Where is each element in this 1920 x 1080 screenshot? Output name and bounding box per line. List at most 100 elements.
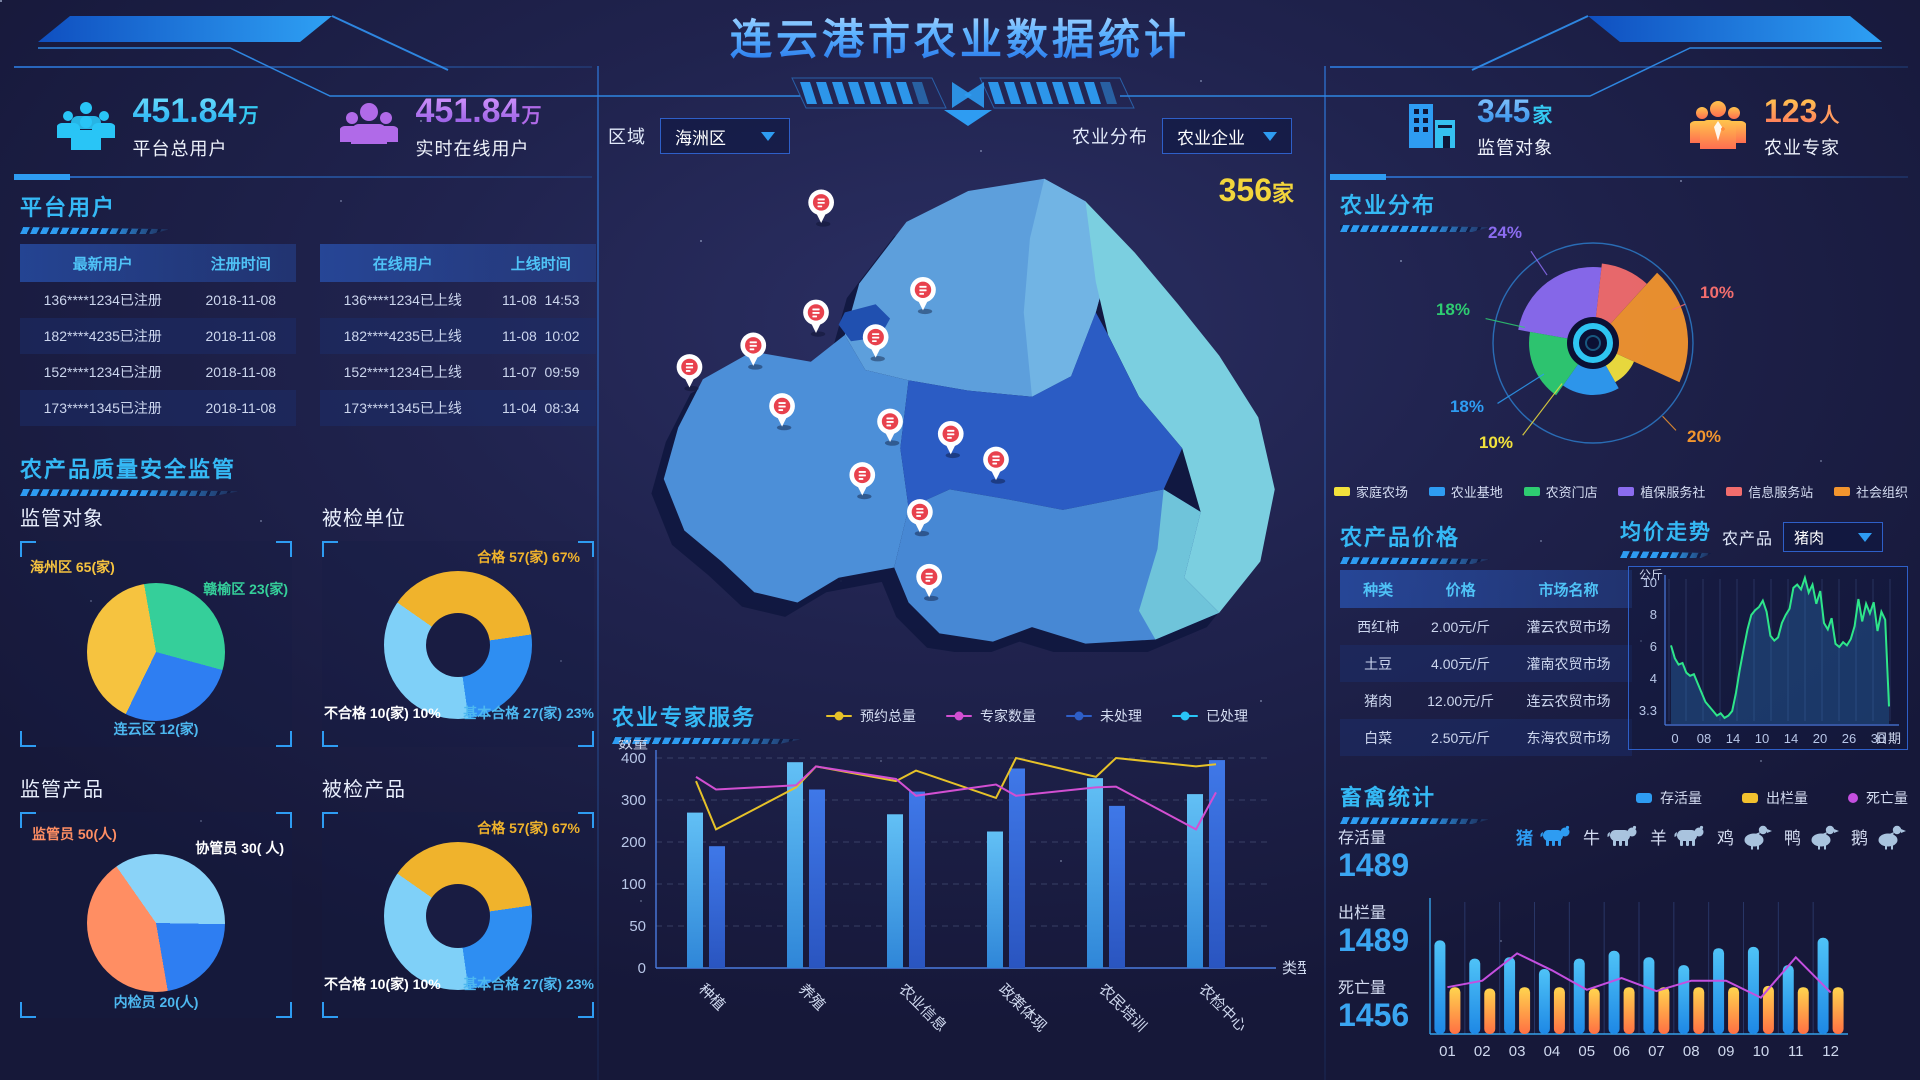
legend-item[interactable]: 死亡量 [1848,788,1908,808]
region-select[interactable]: 海洲区 [660,118,790,154]
svg-text:公斤: 公斤 [1639,568,1663,582]
quadruped-icon [1671,822,1707,850]
table-cell: 152****1234已注册 [43,364,162,380]
map-pin[interactable] [740,332,767,370]
rose-percent-label: 24% [1488,223,1522,242]
rose-slice [1563,343,1619,396]
pie-chart-box: 监管员 50(人) 协管员 30( 人) 内检员 20(人) [20,812,292,1018]
bar [1009,768,1025,968]
map-pin[interactable] [983,446,1009,484]
map-pin[interactable] [907,499,933,537]
bar [1484,988,1496,1034]
product-select-value: 猪肉 [1794,529,1825,547]
svg-text:4: 4 [1650,671,1657,686]
animal-label: 牛 [1583,828,1600,848]
map-pin[interactable] [769,393,795,431]
map-pin[interactable] [910,276,936,315]
stat-label: 实时在线用户 [415,138,530,159]
map-pin[interactable] [862,324,889,362]
pie-label: 协管员 30( 人) [195,840,284,856]
animal-tab-猪[interactable]: 猪 [1516,822,1573,850]
city-map[interactable]: 356家 [600,158,1320,688]
svg-text:10: 10 [1753,1043,1770,1060]
legend-label: 农资门店 [1545,485,1598,500]
legend-item[interactable]: 预约总量 [826,706,916,726]
stat-unit: 家 [1532,104,1553,127]
legend-item[interactable]: 社会组织 [1833,482,1908,501]
table-cell: 2018-11-08 [205,292,277,308]
legend-item[interactable]: 信息服务站 [1726,482,1813,501]
table-cell: 西红柿 [1357,618,1400,635]
animal-tab-牛[interactable]: 牛 [1583,822,1640,850]
pie-label: 监管员 50(人) [32,826,117,842]
bar [909,791,925,968]
map-pin[interactable] [676,354,703,392]
online-users-icon [339,103,398,144]
chart-inspected-products: 被检产品 合格 57(家) 67% 不合格 10(家) 10% 基本合格 27(… [322,773,594,1018]
animal-tab-羊[interactable]: 羊 [1650,822,1707,850]
map-pin[interactable] [803,299,829,337]
legend-marker [1848,793,1858,803]
legend-item[interactable]: 专家数量 [946,706,1036,726]
legend-item[interactable]: 植保服务社 [1618,482,1705,501]
stat-unit: 万 [238,104,259,127]
table-header: 在线用户 上线时间 [320,244,596,282]
header-decoration [38,15,1882,126]
table-cell: 136****1234已注册 [43,292,162,308]
legend-item[interactable]: 未处理 [1066,706,1142,726]
bar [709,846,725,968]
table-cell: 2.50元/斤 [1431,729,1491,746]
pie-label: 内检员 20(人) [113,994,199,1010]
table-row: 136****1234已注册 2018-11-08 [20,282,296,318]
animal-tab-鸭[interactable]: 鸭 [1784,822,1841,850]
legend-item[interactable]: 存活量 [1636,788,1702,808]
livestock-stat: 死亡量 1456 [1338,980,1410,1034]
legend-item[interactable]: 家庭农场 [1334,482,1408,501]
rose-percent-label: 18% [1436,300,1470,319]
animal-tab-鹅[interactable]: 鹅 [1851,822,1908,850]
column-header: 上线时间 [510,255,571,273]
svg-text:08: 08 [1683,1043,1700,1060]
table-row: 土豆 4.00元/斤 灌南农贸市场 [1340,645,1632,682]
map-pin[interactable] [937,420,964,459]
map-pin[interactable] [808,189,834,227]
table-cell: 土豆 [1364,655,1393,672]
legend-item[interactable]: 农资门店 [1523,482,1598,501]
table-cell: 12.00元/斤 [1427,692,1495,709]
legend-label: 已处理 [1206,708,1248,724]
map-pin[interactable] [916,563,942,602]
svg-text:100: 100 [621,876,646,893]
section-underline [1620,551,1712,558]
legend-item[interactable]: 农业基地 [1428,482,1503,501]
animal-tabs: 猪牛 羊鸡鸭鹅 [1516,822,1908,850]
bar [1109,805,1125,968]
page-title: 连云港市农业数据统计 [730,6,1190,67]
legend-item[interactable]: 已处理 [1172,706,1248,726]
table-row: 136****1234已上线 11-08 14:53 [320,282,596,318]
user-tables: 最新用户 注册时间 136****1234已注册 2018-11-08 182***… [20,244,596,426]
table-cell: 连云农贸市场 [1526,692,1611,709]
section-title: 畜禽统计 [1340,785,1437,810]
table-cell: 2.00元/斤 [1431,618,1491,635]
table-cell: 173****1345已上线 [343,400,462,416]
legend-label: 信息服务站 [1748,485,1814,500]
table-cell: 11-04 08:34 [502,400,580,416]
table-header: 最新用户 注册时间 [20,244,296,282]
donut-chart-box: 合格 57(家) 67% 不合格 10(家) 10% 基本合格 27(家) 23… [322,812,594,1018]
divider [597,66,599,1080]
stat-value: 451.84 [132,91,237,130]
map-pin[interactable] [877,408,903,446]
product-select[interactable]: 猪肉 [1783,522,1884,552]
legend-item[interactable]: 出栏量 [1742,788,1808,808]
stat-value: 451.84 [415,91,520,130]
price-table: 种类 价格 市场名称 西红柿 2.00元/斤 灌云农贸市场 土豆 4.00元/斤 灌南农贸… [1340,570,1632,756]
map-pin[interactable] [849,462,876,500]
distribution-select[interactable]: 农业企业 [1162,118,1292,154]
region-select-value: 海洲区 [675,128,726,148]
pie-label: 赣榆区 23(家) [203,581,288,597]
region-control: 区域 海洲区 [608,118,790,154]
bar [787,762,803,968]
table-row: 182****4235已注册 2018-11-08 [20,318,296,354]
animal-tab-鸡[interactable]: 鸡 [1717,822,1774,850]
